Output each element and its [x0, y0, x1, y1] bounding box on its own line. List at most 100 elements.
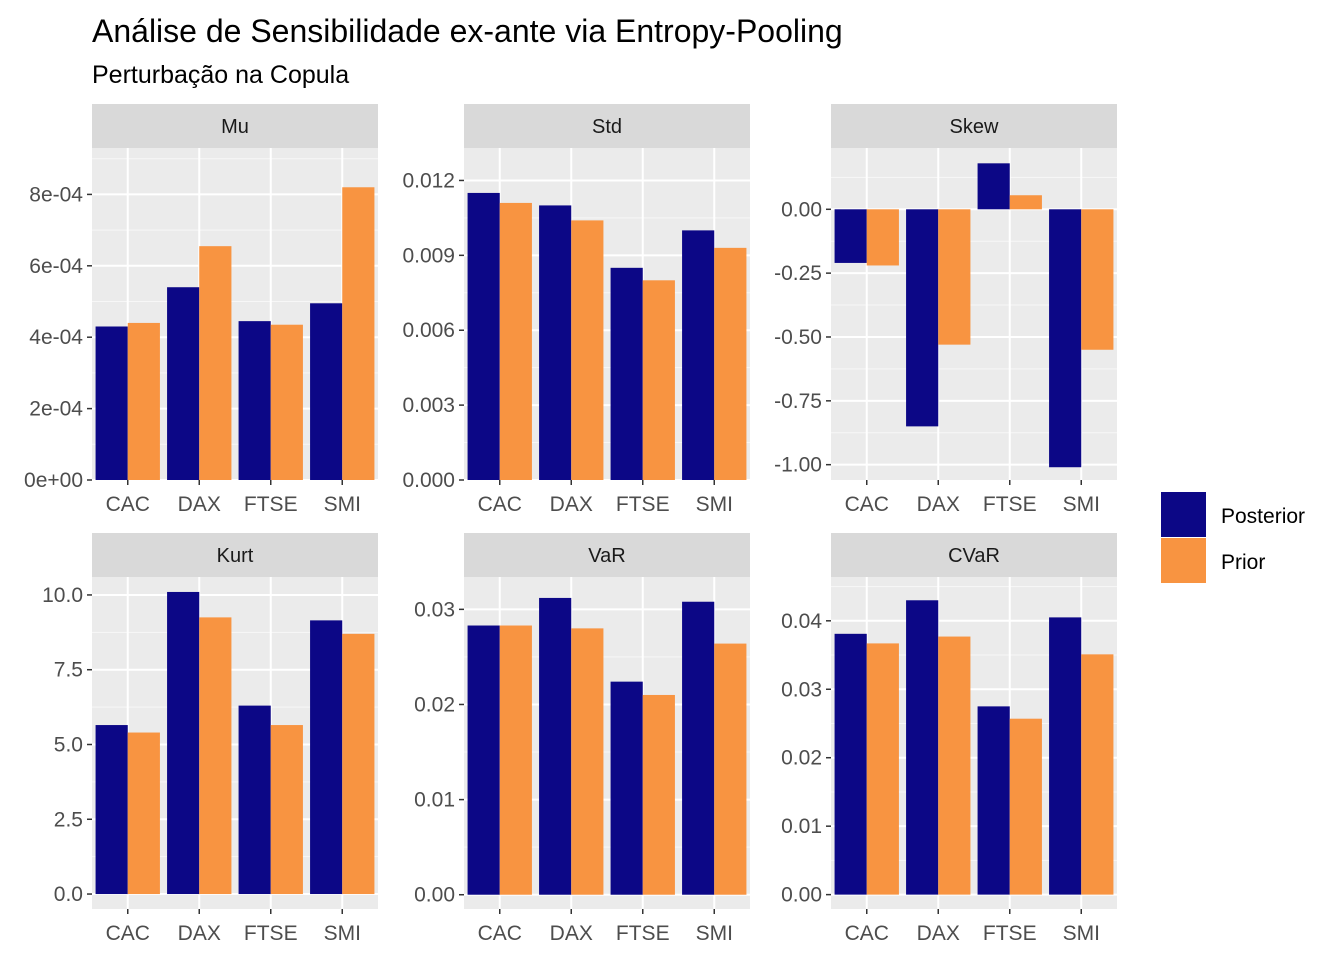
bar-kurt-dax-prior: [199, 617, 232, 895]
bar-kurt-dax-posterior: [167, 591, 200, 895]
y-tick-label: 7.5: [54, 659, 83, 682]
bar-cvar-ftse-prior: [1009, 718, 1042, 895]
bar-var-ftse-posterior: [610, 681, 643, 895]
bar-kurt-cac-posterior: [95, 725, 128, 895]
x-tick-label: DAX: [550, 922, 593, 945]
y-tick-label: 0.02: [414, 693, 455, 716]
x-tick-label: CAC: [106, 922, 150, 945]
y-tick-label: 2.5: [54, 808, 83, 831]
bar-cvar-smi-posterior: [1049, 617, 1082, 895]
x-tick-label: FTSE: [244, 922, 298, 945]
bar-var-cac-posterior: [467, 625, 500, 895]
chart-title: Análise de Sensibilidade ex-ante via Ent…: [92, 13, 843, 49]
bar-skew-cac-posterior: [834, 209, 867, 263]
bar-kurt-ftse-prior: [270, 725, 303, 895]
panel-kurt: Kurt 0.0 2.5 5.0 7.5 10.0 CAC DAX FTSE SMI: [42, 533, 378, 945]
strip-label-cvar: CVaR: [948, 545, 1000, 567]
bar-std-dax-posterior: [539, 205, 572, 481]
strip-std: [464, 104, 750, 148]
x-tick-label: CAC: [478, 922, 522, 945]
bar-std-cac-posterior: [467, 192, 500, 481]
y-tick-label: 0.009: [402, 244, 455, 267]
panel-std: Std 0.000 0.003 0.006 0.009 0.012 CAC DAX FTSE SM…: [402, 104, 750, 516]
strip-label-skew: Skew: [950, 116, 999, 138]
bar-cvar-dax-prior: [938, 636, 971, 895]
y-tick-label: 0.03: [414, 598, 455, 621]
y-tick-label: -0.50: [774, 326, 822, 349]
bar-kurt-smi-posterior: [310, 620, 343, 895]
y-tick-label: 0.01: [414, 789, 455, 812]
x-tick-label: DAX: [917, 922, 960, 945]
x-tick-label: FTSE: [983, 922, 1037, 945]
bar-skew-dax-prior: [938, 209, 971, 345]
panel-cvar: CVaR 0.00 0.01 0.02 0.03 0.04 CAC DAX FTSE SMI: [781, 533, 1117, 945]
bar-cvar-cac-prior: [866, 643, 899, 895]
bar-mu-dax-posterior: [167, 287, 200, 480]
bar-var-ftse-prior: [642, 694, 675, 895]
bar-cvar-dax-posterior: [906, 600, 939, 895]
x-tick-label: CAC: [106, 493, 150, 516]
y-tick-label: 0.000: [402, 469, 455, 492]
y-tick-label: 0.00: [414, 884, 455, 907]
strip-label-mu: Mu: [221, 116, 249, 138]
bar-cvar-ftse-posterior: [977, 706, 1010, 895]
bar-mu-smi-prior: [342, 187, 375, 481]
bar-var-dax-prior: [571, 628, 604, 895]
bar-skew-smi-posterior: [1049, 209, 1082, 468]
legend-label-prior: Prior: [1221, 551, 1265, 574]
x-tick-label: SMI: [1063, 922, 1100, 945]
bar-mu-cac-posterior: [95, 326, 128, 480]
bar-std-ftse-posterior: [610, 267, 643, 480]
bar-std-dax-prior: [571, 220, 604, 480]
bar-skew-ftse-posterior: [977, 163, 1010, 210]
y-tick-label: 0.00: [781, 198, 822, 221]
strip-mu: [92, 104, 378, 148]
x-tick-label: SMI: [696, 493, 733, 516]
bar-mu-cac-prior: [127, 322, 160, 480]
y-tick-label: 0.003: [402, 394, 455, 417]
strip-cvar: [831, 533, 1117, 577]
bar-var-smi-prior: [714, 643, 747, 895]
chart-subtitle: Perturbação na Copula: [92, 61, 349, 89]
y-tick-label: 8e-04: [29, 183, 83, 206]
x-tick-label: SMI: [1063, 493, 1100, 516]
bar-skew-dax-posterior: [906, 209, 939, 427]
bar-cvar-smi-prior: [1081, 654, 1114, 895]
panel-mu: Mu 0e+00 2e-04 4e-04 6e-04 8e-04 CAC DAX FTSE SMI: [24, 104, 378, 516]
y-tick-label: 10.0: [42, 584, 83, 607]
bar-kurt-cac-prior: [127, 732, 160, 895]
bar-mu-ftse-posterior: [238, 321, 271, 480]
y-tick-label: 0.01: [781, 815, 822, 838]
x-tick-label: FTSE: [244, 493, 298, 516]
x-tick-label: FTSE: [616, 922, 670, 945]
y-tick-label: 0.006: [402, 319, 455, 342]
legend-key-prior: [1161, 538, 1206, 583]
y-tick-label: 0.0: [54, 883, 83, 906]
x-tick-label: DAX: [178, 493, 221, 516]
y-tick-label: -1.00: [774, 454, 822, 477]
y-tick-label: -0.25: [774, 262, 822, 285]
y-tick-label: 4e-04: [29, 326, 83, 349]
x-tick-label: DAX: [550, 493, 593, 516]
bar-skew-cac-prior: [866, 209, 899, 266]
y-tick-label: 0.00: [781, 884, 822, 907]
facet-panels: Mu 0e+00 2e-04 4e-04 6e-04 8e-04 CAC DAX FTSE SMI…: [24, 104, 1117, 945]
x-tick-label: SMI: [324, 922, 361, 945]
y-tick-label: 6e-04: [29, 255, 83, 278]
x-tick-label: DAX: [917, 493, 960, 516]
x-tick-label: DAX: [178, 922, 221, 945]
bar-var-cac-prior: [499, 625, 532, 895]
y-tick-label: 2e-04: [29, 398, 83, 421]
bar-kurt-ftse-posterior: [238, 705, 271, 895]
bar-std-smi-prior: [714, 247, 747, 480]
strip-label-kurt: Kurt: [217, 545, 254, 567]
bar-skew-smi-prior: [1081, 209, 1114, 350]
y-tick-label: 0e+00: [24, 469, 83, 492]
y-tick-label: -0.75: [774, 390, 822, 413]
x-tick-label: SMI: [324, 493, 361, 516]
strip-label-var: VaR: [588, 545, 625, 567]
legend: Posterior Prior: [1161, 492, 1305, 583]
bar-mu-smi-posterior: [310, 303, 343, 480]
strip-kurt: [92, 533, 378, 577]
